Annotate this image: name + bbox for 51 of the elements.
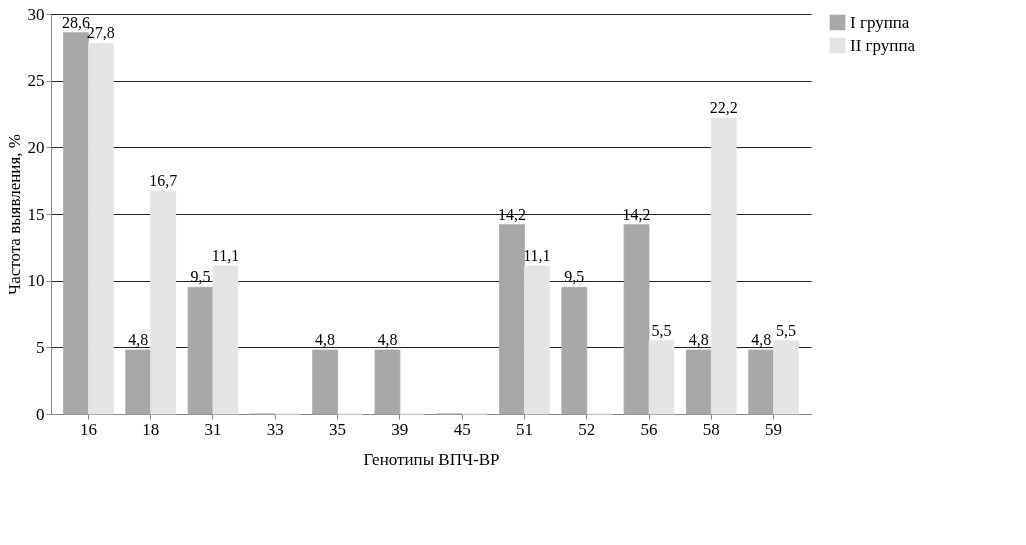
x-tick-label: 56 bbox=[640, 419, 658, 439]
data-label: 4,8 bbox=[377, 331, 398, 348]
y-tick-label: 10 bbox=[27, 271, 45, 291]
x-tick-label: 59 bbox=[765, 419, 783, 439]
y-tick-label: 15 bbox=[27, 204, 45, 224]
data-label: 5,5 bbox=[651, 321, 672, 339]
bar bbox=[125, 349, 152, 415]
bar bbox=[524, 265, 550, 415]
y-tick-label: 5 bbox=[36, 337, 45, 357]
bar bbox=[499, 224, 525, 415]
x-tick-label: 45 bbox=[453, 419, 471, 439]
y-tick-label: 0 bbox=[36, 404, 45, 424]
x-tick-label: 18 bbox=[142, 419, 160, 439]
y-tick-label: 25 bbox=[27, 71, 45, 91]
bar bbox=[623, 224, 650, 415]
bar bbox=[150, 190, 176, 415]
x-tick-label: 58 bbox=[702, 419, 720, 439]
bar bbox=[87, 42, 114, 415]
x-tick-label: 52 bbox=[578, 419, 596, 439]
data-label: 11,1 bbox=[523, 247, 551, 264]
bar bbox=[63, 32, 89, 415]
bar bbox=[710, 117, 737, 415]
bar bbox=[312, 349, 338, 415]
bar bbox=[773, 340, 799, 415]
bar bbox=[686, 349, 712, 415]
data-label: 4,8 bbox=[688, 331, 709, 348]
data-label: 11,1 bbox=[211, 247, 240, 264]
y-tick-label: 20 bbox=[27, 137, 45, 157]
bar bbox=[374, 349, 401, 415]
data-label: 5,5 bbox=[776, 321, 797, 339]
data-label: 16,7 bbox=[149, 172, 178, 190]
x-tick-label: 16 bbox=[79, 419, 97, 439]
bar bbox=[561, 286, 588, 415]
data-label: 4,8 bbox=[128, 331, 149, 348]
data-label: 4,8 bbox=[751, 331, 772, 348]
bar bbox=[187, 286, 214, 415]
legend-label: II группа bbox=[850, 35, 916, 55]
bar bbox=[648, 340, 675, 415]
y-axis-title: Частота выявления, % bbox=[4, 134, 24, 295]
legend-label: I группа bbox=[850, 12, 910, 32]
bar bbox=[212, 265, 239, 415]
x-axis-title: Генотипы ВПЧ-ВР bbox=[363, 449, 500, 469]
x-tick-label: 51 bbox=[515, 419, 533, 439]
x-tick-label: 35 bbox=[329, 419, 347, 439]
bar bbox=[748, 349, 775, 415]
y-tick-label: 30 bbox=[27, 4, 45, 24]
x-tick-label: 31 bbox=[204, 419, 222, 439]
x-tick-label: 39 bbox=[391, 419, 409, 439]
x-tick-label: 33 bbox=[266, 419, 284, 439]
data-label: 22,2 bbox=[709, 99, 738, 116]
data-label: 4,8 bbox=[315, 331, 336, 348]
